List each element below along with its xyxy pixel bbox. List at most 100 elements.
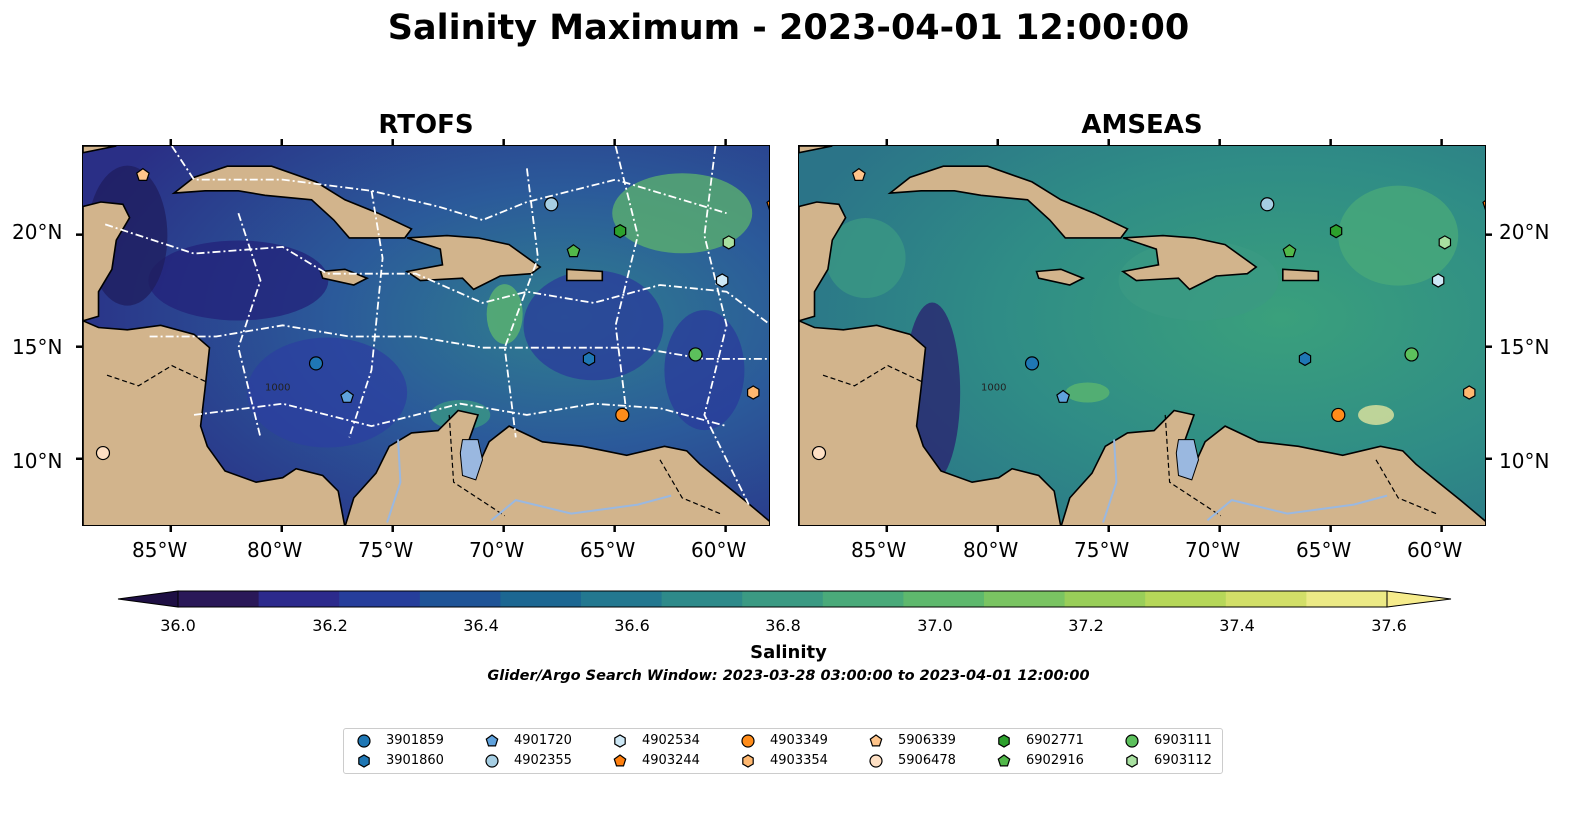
float-marker-6902771 [1329,224,1343,239]
legend-label: 5906339 [898,733,956,748]
land [1035,268,1086,286]
colorbar-tick-label: 37.0 [917,616,953,635]
lake-maracaibo [459,439,484,481]
legend-label: 6903112 [1154,753,1212,768]
salinity-patch [825,218,906,299]
float-marker-5906478 [95,445,111,461]
legend-marker [1126,754,1138,768]
eez-boundary [104,223,769,325]
float-marker-4903349 [1331,407,1346,423]
land [887,165,1129,239]
colorbar-label: Salinity [750,642,827,663]
legend-label: 4903349 [770,733,828,748]
legend-marker [1125,734,1139,748]
legend-marker [997,754,1011,767]
float-marker-6902916 [1282,244,1297,258]
float-marker-4902355 [544,197,559,212]
legend-label: 5906478 [898,753,956,768]
colorbar-tick-label: 36.6 [614,616,650,635]
lon-tick-label: 75°W [1074,538,1130,562]
colorbar-tick-label: 36.2 [312,616,348,635]
eez-boundary [171,146,727,221]
lon-tick-label: 60°W [691,538,747,562]
salinity-patch [523,270,664,381]
salinity-patch [486,284,523,345]
legend-label: 4902534 [642,733,700,748]
float-marker-6903111 [688,347,703,362]
colorbar-segment [661,591,743,607]
lon-tick-label: 85°W [851,538,907,562]
eez-boundary [503,168,539,438]
lon-tick-label: 65°W [580,538,636,562]
legend-label: 4902355 [514,753,572,768]
colorbar-extend-min [117,590,179,608]
colorbar-segment [500,591,582,607]
colorbar-segment [1225,591,1307,607]
colorbar-segment [984,591,1066,607]
salinity-patch [247,337,408,448]
land [565,268,604,282]
float-legend: 3901859 3901860 4901720 4902355 4902534 49032… [343,728,1223,774]
colorbar-segment [1145,591,1227,607]
lat-tick-label: 20°N [1499,220,1550,244]
float-marker-3901860 [582,351,596,367]
legend-marker [485,734,499,747]
legend-marker [741,734,755,748]
eez-boundary [348,190,384,438]
land [404,234,542,291]
float-marker-3901859 [1024,356,1040,371]
legend-marker [742,754,754,768]
colorbar-segment [258,591,340,607]
legend-marker [358,754,370,768]
colorbar-tick-label: 36.0 [160,616,196,635]
float-marker-6903112 [722,235,736,250]
salinity-colorbar [117,590,1452,608]
land [799,319,1062,525]
colorbar-segment [339,591,421,607]
land [799,146,833,154]
map-rtofs-svg: 1000 [83,146,769,525]
float-marker-6902916 [566,244,581,258]
lon-tick-label: 65°W [1296,538,1352,562]
lon-tick-label: 70°W [469,538,525,562]
map-panel-amseas: 1000 [798,145,1486,526]
legend-marker [613,754,627,767]
country-border [821,364,922,387]
legend-marker [485,754,499,768]
float-marker-3901859 [308,356,324,371]
salinity-patch [664,310,745,431]
lat-tick-label: 10°N [12,449,63,473]
country-border [1375,459,1437,515]
float-marker-4902355 [1260,197,1275,212]
map-amseas-svg: 1000 [799,146,1485,525]
country-border [1164,414,1222,517]
land [83,319,346,525]
isobath-label: 1000 [265,382,290,393]
legend-marker [869,754,883,768]
colorbar-tick-label: 36.4 [463,616,499,635]
figure-title: Salinity Maximum - 2023-04-01 12:00:00 [387,8,1190,48]
lat-tick-label: 20°N [12,220,63,244]
float-marker-4903354 [1462,385,1476,400]
land [83,201,131,322]
lake-maracaibo [1175,439,1200,481]
colorbar-tick-label: 37.4 [1219,616,1255,635]
colorbar-segment [822,591,904,607]
float-marker-6903112 [1438,235,1452,250]
country-border [105,364,206,387]
lat-tick-label: 15°N [12,335,63,359]
land [1281,268,1320,282]
float-marker-4901720 [340,389,355,403]
search-window-caption: Glider/Argo Search Window: 2023-03-28 03… [487,668,1090,684]
legend-label: 4901720 [514,733,572,748]
colorbar-tick-label: 37.2 [1068,616,1104,635]
float-marker-4903244 [1482,200,1485,211]
legend-label: 3901860 [386,753,444,768]
eez-boundary [237,212,262,438]
lon-tick-label: 75°W [358,538,414,562]
salinity-patch [148,240,329,321]
river [1102,439,1118,523]
lon-tick-label: 60°W [1407,538,1463,562]
river [490,494,672,522]
colorbar-frame [177,590,1388,608]
